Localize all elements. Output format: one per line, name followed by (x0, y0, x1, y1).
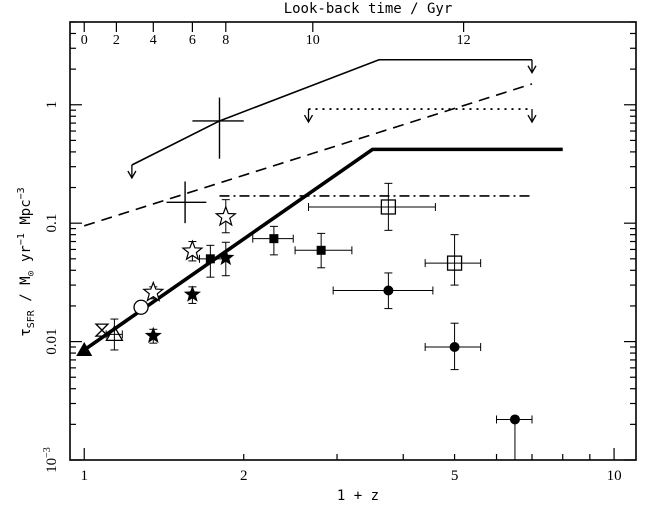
y-tick-label-group: 0.1 (44, 214, 60, 233)
arrow-head (303, 114, 314, 124)
marker (205, 254, 215, 264)
y-tick-label-group: 1 (44, 101, 60, 109)
y-tick-exponent: −3 (42, 447, 53, 458)
y-tick-label-group: 10−3 (42, 447, 60, 473)
point-open-square (424, 234, 482, 286)
top-tick-label: 6 (189, 33, 196, 48)
point-filled-square (294, 232, 353, 269)
y-title-sun: ⊙ (26, 270, 37, 276)
y-tick-label-group: 0.01 (44, 328, 60, 354)
line-dashed (83, 83, 533, 227)
y-title-units: / M (18, 276, 34, 310)
top-tick-label: 10 (306, 33, 320, 48)
y-tick-label: 1 (44, 101, 60, 109)
point-filled-circle (332, 272, 434, 310)
top-tick-label: 0 (81, 33, 88, 48)
x-tick-label: 5 (451, 468, 459, 484)
plot-border (69, 21, 637, 461)
marker (76, 341, 93, 356)
marker (269, 234, 279, 244)
marker (183, 285, 201, 302)
x-tick-label: 1 (80, 468, 88, 484)
marker (217, 248, 235, 266)
y-title-mpc: Mpc (18, 199, 34, 233)
y-axis-title: τSFR / M⊙ yr−1 Mpc−3 (16, 187, 37, 336)
point-open-star (214, 199, 237, 234)
y-title-sfr: SFR (26, 309, 37, 328)
marker (316, 245, 326, 255)
point-open-square (307, 182, 436, 231)
point-filled-triangle (76, 341, 93, 356)
marker (380, 199, 397, 215)
marker (449, 342, 460, 353)
marker (142, 280, 165, 302)
top-tick-label: 4 (150, 33, 157, 48)
marker (446, 255, 463, 271)
point-filled-circle (424, 322, 482, 371)
top-tick-label: 12 (457, 33, 471, 48)
point-filled-star (217, 241, 235, 277)
top-tick-label: 2 (113, 33, 120, 48)
y-title-mpc-exp: −3 (16, 187, 27, 199)
x-tick-label: 10 (607, 468, 622, 484)
line-thick-solid (83, 147, 563, 352)
x-tick-label: 2 (240, 468, 248, 484)
marker (181, 239, 204, 261)
data-points (76, 97, 533, 461)
marker (105, 325, 124, 342)
model-lines (83, 58, 563, 352)
point-open-circle (133, 299, 149, 315)
point-open-star (181, 239, 204, 262)
arrow-head (527, 114, 537, 124)
arrow-head (527, 65, 537, 75)
y-tick-label: 0.01 (44, 328, 60, 354)
point-filled-star (144, 326, 162, 344)
arrow-head (127, 170, 137, 180)
top-tick-label: 8 (222, 33, 229, 48)
top-axis: 0 2 4 6 8 10 12 (81, 22, 471, 48)
marker (509, 414, 520, 425)
marker (144, 326, 162, 344)
plot-frame (69, 21, 637, 461)
point-open-triangle (105, 318, 124, 351)
y-tick-label: 0.1 (44, 214, 60, 233)
marker (94, 323, 110, 337)
point-filled-circle (496, 414, 533, 461)
top-axis-title: Look-back time / Gyr (284, 1, 453, 17)
point-bowtie (94, 323, 110, 337)
marker (214, 205, 237, 227)
point-filled-square (252, 225, 294, 256)
y-tick-label: 10−3 (42, 447, 60, 473)
point-open-star (142, 280, 165, 302)
y-title-yr-exp: −1 (16, 233, 27, 245)
line-upper-limit-solid (131, 58, 532, 166)
y-title-yr: yr (18, 245, 34, 270)
y-title-tau: τ (18, 328, 34, 336)
x-axis: 1 2 5 10 (80, 448, 622, 484)
point-filled-star (183, 285, 201, 304)
y-axis: 10−30.010.11 (42, 21, 636, 473)
x-axis-title: 1 + z (337, 488, 379, 504)
svg-text:τSFR / M⊙ yr−1 Mpc−3: τSFR / M⊙ yr−1 Mpc−3 (16, 187, 37, 336)
marker (383, 285, 394, 296)
marker (133, 299, 149, 315)
point-filled-square (198, 244, 224, 278)
